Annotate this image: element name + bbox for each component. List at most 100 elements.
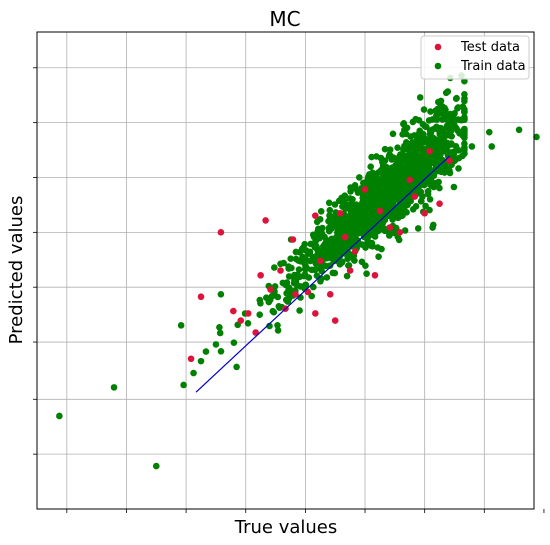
train-point — [274, 327, 282, 334]
train-point — [427, 143, 434, 150]
train-point — [301, 240, 309, 248]
test-point — [331, 317, 339, 324]
train-point — [375, 194, 382, 202]
train-point — [110, 384, 118, 391]
test-point — [446, 157, 453, 165]
test-point — [187, 355, 195, 363]
train-point — [364, 200, 371, 208]
train-point — [331, 269, 339, 277]
train-point — [335, 197, 343, 205]
train-point — [358, 206, 366, 214]
train-point — [395, 236, 403, 244]
train-point — [285, 265, 293, 272]
train-point — [311, 238, 319, 246]
train-point — [379, 165, 387, 172]
train-point — [427, 108, 434, 115]
test-point — [289, 236, 297, 243]
train-point — [407, 146, 415, 153]
train-point — [468, 143, 476, 150]
train-point — [407, 157, 414, 164]
train-point — [256, 311, 264, 319]
train-point — [430, 221, 437, 229]
train-point — [355, 229, 362, 237]
train-point — [341, 198, 348, 206]
fit-line — [195, 155, 450, 393]
train-point — [325, 239, 333, 246]
train-point — [414, 225, 422, 232]
train-point — [56, 412, 63, 420]
train-point — [374, 244, 382, 251]
train-point — [295, 266, 303, 273]
train-point — [461, 108, 468, 116]
train-point — [429, 181, 437, 188]
train-point — [217, 348, 225, 355]
train-point — [422, 202, 429, 210]
train-point — [420, 106, 428, 113]
train-point — [381, 157, 389, 164]
train-point — [296, 307, 303, 314]
train-point — [436, 130, 444, 138]
train-point — [426, 175, 433, 183]
train-point — [233, 363, 240, 371]
test-point — [406, 176, 414, 184]
legend-marker-test — [434, 43, 442, 51]
train-point — [381, 227, 389, 235]
train-point — [414, 135, 421, 143]
train-point — [285, 273, 293, 280]
train-point — [452, 143, 460, 150]
train-point — [437, 124, 444, 132]
train-point — [419, 193, 426, 200]
train-point — [367, 163, 375, 170]
train-point — [461, 77, 468, 85]
train-point — [271, 264, 278, 271]
test-point — [341, 233, 349, 241]
plot-area-frame — [36, 31, 535, 510]
train-point — [290, 279, 298, 287]
train-point — [381, 145, 389, 153]
train-point — [394, 144, 401, 151]
train-point — [424, 156, 431, 163]
test-point — [312, 212, 319, 219]
train-point — [307, 257, 314, 265]
y-axis-label: Predicted values — [6, 196, 27, 345]
test-point — [312, 310, 319, 317]
train-point — [450, 115, 458, 123]
train-point — [373, 228, 381, 235]
train-point — [216, 324, 223, 331]
train-point — [292, 248, 300, 256]
train-point — [407, 152, 415, 159]
train-point — [338, 259, 346, 266]
test-point — [411, 193, 419, 200]
train-point — [426, 206, 433, 214]
train-point — [271, 292, 279, 299]
test-point — [197, 293, 205, 301]
test-point — [396, 229, 404, 236]
train-point — [263, 294, 270, 302]
train-point — [382, 188, 390, 195]
train-point — [454, 105, 461, 112]
train-point — [354, 216, 361, 224]
train-point — [363, 270, 370, 278]
train-point — [397, 187, 405, 194]
train-point — [461, 95, 468, 102]
test-point — [262, 217, 269, 224]
train-point — [197, 357, 205, 365]
test-point — [386, 224, 394, 231]
train-point — [323, 254, 331, 262]
train-point — [461, 115, 468, 122]
train-point — [387, 178, 395, 186]
train-point — [488, 143, 496, 150]
train-series — [56, 72, 540, 470]
train-point — [454, 127, 462, 135]
test-point — [326, 291, 334, 298]
train-point — [446, 167, 453, 174]
train-point — [367, 216, 375, 223]
train-point — [276, 304, 283, 312]
train-point — [452, 95, 460, 102]
train-point — [399, 212, 406, 219]
train-point — [284, 298, 292, 305]
test-point — [237, 317, 245, 324]
train-point — [283, 290, 290, 297]
train-point — [316, 216, 324, 223]
legend-label-train: Train data — [460, 59, 526, 74]
